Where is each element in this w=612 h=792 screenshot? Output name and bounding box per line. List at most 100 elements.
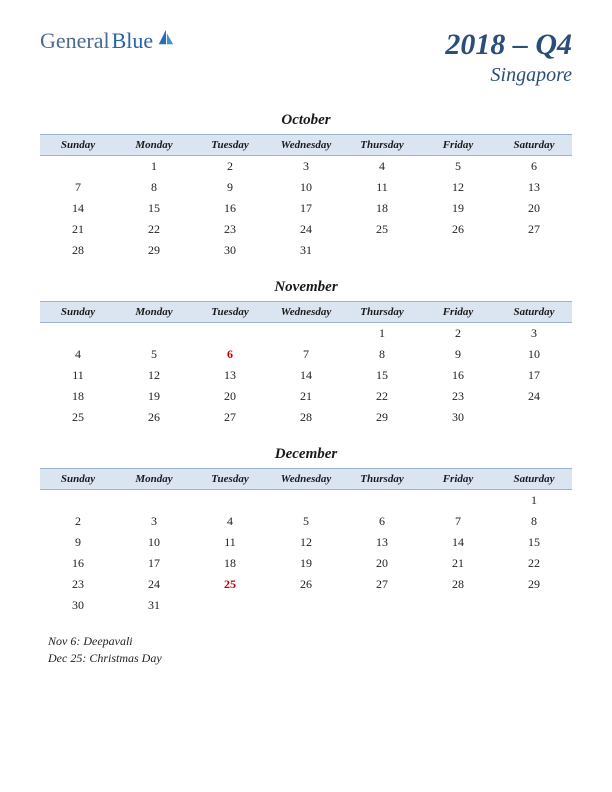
calendar-cell (192, 323, 268, 345)
calendar-cell: 11 (192, 532, 268, 553)
calendar-cell: 21 (268, 386, 344, 407)
calendar-cell: 8 (344, 344, 420, 365)
calendar-cell: 9 (40, 532, 116, 553)
calendar-cell: 29 (344, 407, 420, 428)
calendar-cell: 5 (116, 344, 192, 365)
calendar-row: 14151617181920 (40, 198, 572, 219)
calendar-row: 18192021222324 (40, 386, 572, 407)
calendar-cell: 10 (116, 532, 192, 553)
calendar-cell (344, 240, 420, 261)
calendar-row: 45678910 (40, 344, 572, 365)
calendar-cell: 10 (496, 344, 572, 365)
calendar-cell (420, 595, 496, 616)
day-header: Monday (116, 302, 192, 323)
day-header: Tuesday (192, 135, 268, 156)
calendar-table: SundayMondayTuesdayWednesdayThursdayFrid… (40, 134, 572, 261)
calendar-cell: 22 (344, 386, 420, 407)
calendar-cell: 17 (116, 553, 192, 574)
calendar-cell: 24 (496, 386, 572, 407)
calendar-cell: 27 (192, 407, 268, 428)
day-header: Tuesday (192, 469, 268, 490)
calendar-cell: 19 (420, 198, 496, 219)
calendar-cell: 18 (192, 553, 268, 574)
calendar-cell: 21 (420, 553, 496, 574)
calendar-cell: 31 (268, 240, 344, 261)
calendar-cell (268, 490, 344, 512)
calendar-row: 28293031 (40, 240, 572, 261)
calendar-cell: 6 (192, 344, 268, 365)
calendar-cell: 28 (420, 574, 496, 595)
calendar-cell: 27 (496, 219, 572, 240)
calendar-cell (116, 490, 192, 512)
calendar-cell: 9 (420, 344, 496, 365)
calendar-cell (40, 323, 116, 345)
day-header: Wednesday (268, 135, 344, 156)
calendar-cell: 31 (116, 595, 192, 616)
calendar-cell (496, 407, 572, 428)
day-header: Sunday (40, 302, 116, 323)
calendar-cell: 29 (496, 574, 572, 595)
calendar-cell: 4 (344, 156, 420, 178)
calendar-cell: 25 (40, 407, 116, 428)
day-header: Friday (420, 135, 496, 156)
day-header: Saturday (496, 469, 572, 490)
page-title: 2018 – Q4 (445, 28, 572, 62)
calendar-cell (496, 240, 572, 261)
calendar-cell: 17 (268, 198, 344, 219)
calendar-cell: 15 (496, 532, 572, 553)
calendar-cell (40, 490, 116, 512)
calendar-cell: 23 (192, 219, 268, 240)
day-header: Friday (420, 302, 496, 323)
calendar-cell: 7 (268, 344, 344, 365)
calendar-cell: 14 (268, 365, 344, 386)
calendar-cell (40, 156, 116, 178)
calendar-cell: 3 (116, 511, 192, 532)
calendar-cell: 19 (268, 553, 344, 574)
calendar-cell (268, 323, 344, 345)
calendar-cell: 10 (268, 177, 344, 198)
day-header: Tuesday (192, 302, 268, 323)
calendar-cell: 14 (420, 532, 496, 553)
calendar-row: 78910111213 (40, 177, 572, 198)
calendar-cell (192, 490, 268, 512)
calendar-row: 16171819202122 (40, 553, 572, 574)
month-name: November (40, 279, 572, 296)
calendar-cell: 9 (192, 177, 268, 198)
calendar-cell: 6 (344, 511, 420, 532)
calendar-cell: 3 (268, 156, 344, 178)
calendar-cell: 7 (40, 177, 116, 198)
calendar-cell: 20 (344, 553, 420, 574)
calendar-table: SundayMondayTuesdayWednesdayThursdayFrid… (40, 468, 572, 616)
calendar-cell: 16 (420, 365, 496, 386)
calendar-row: 23242526272829 (40, 574, 572, 595)
calendar-cell: 16 (192, 198, 268, 219)
calendar-cell: 1 (496, 490, 572, 512)
calendar-row: 2345678 (40, 511, 572, 532)
calendar-cell: 12 (116, 365, 192, 386)
calendar-row: 3031 (40, 595, 572, 616)
calendar-row: 123456 (40, 156, 572, 178)
calendar-row: 123 (40, 323, 572, 345)
day-header: Thursday (344, 135, 420, 156)
calendar-cell (116, 323, 192, 345)
calendar-cell (344, 490, 420, 512)
calendar-cell: 23 (40, 574, 116, 595)
holiday-note: Nov 6: Deepavali (48, 634, 572, 649)
calendar-cell: 29 (116, 240, 192, 261)
title-block: 2018 – Q4 Singapore (445, 28, 572, 87)
calendar-cell: 15 (116, 198, 192, 219)
calendar-cell: 30 (420, 407, 496, 428)
calendar-cell: 22 (116, 219, 192, 240)
logo-text-blue: Blue (112, 28, 154, 54)
day-header: Saturday (496, 302, 572, 323)
calendar-cell: 30 (40, 595, 116, 616)
header: GeneralBlue 2018 – Q4 Singapore (40, 28, 572, 87)
logo-sail-icon (157, 28, 175, 46)
calendar-cell: 28 (268, 407, 344, 428)
calendar-cell: 15 (344, 365, 420, 386)
calendar-cell: 3 (496, 323, 572, 345)
calendar-cell: 13 (192, 365, 268, 386)
calendar-cell: 11 (40, 365, 116, 386)
calendar-cell: 26 (420, 219, 496, 240)
month-block: OctoberSundayMondayTuesdayWednesdayThurs… (40, 112, 572, 261)
